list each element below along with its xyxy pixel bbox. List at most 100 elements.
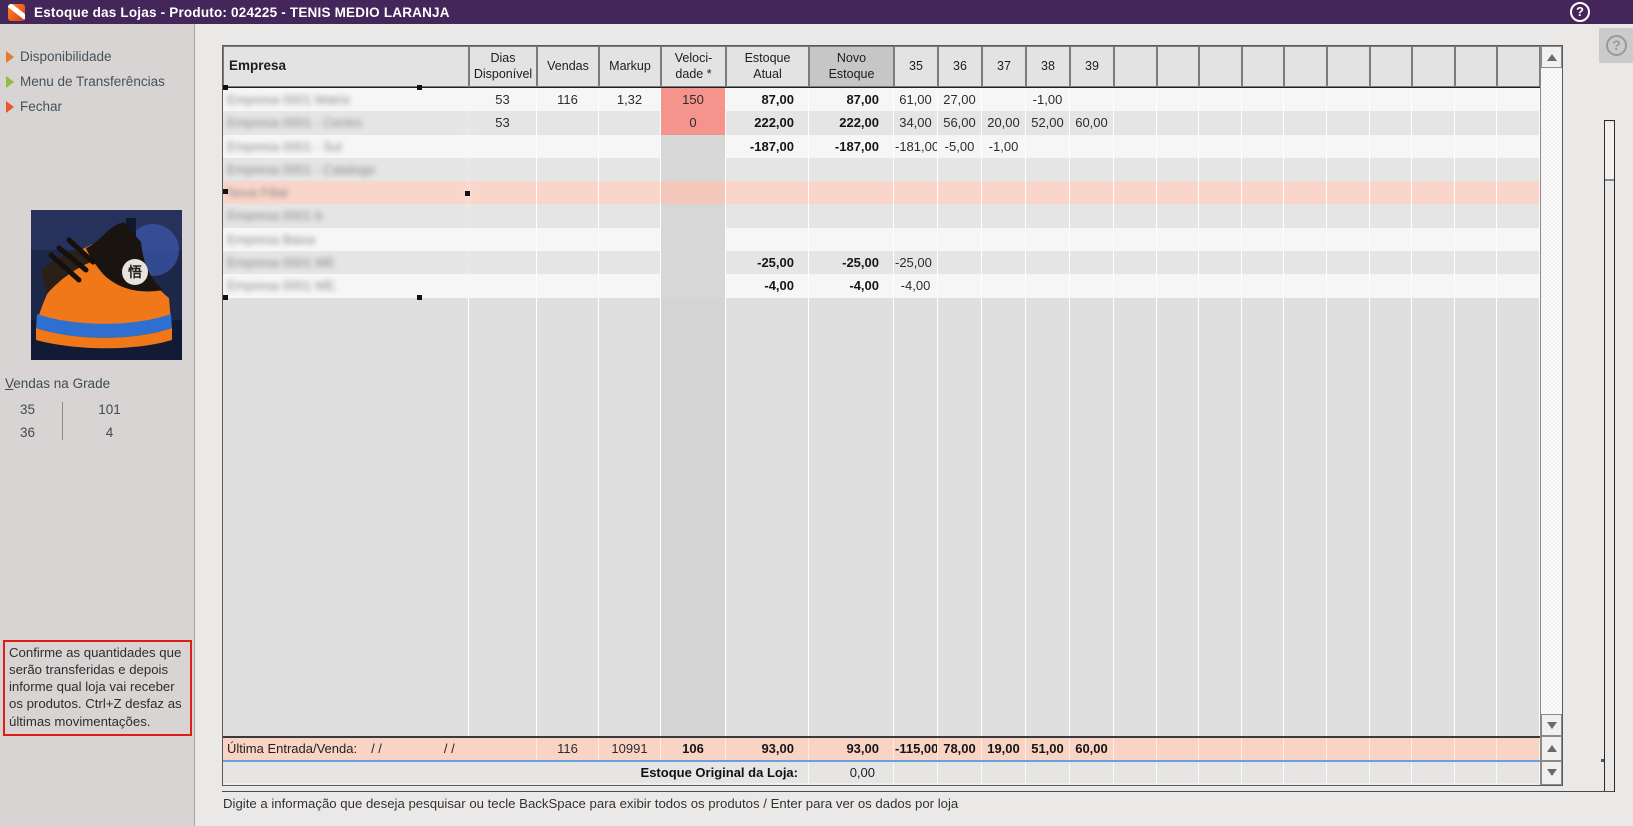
estoque-atual-cell[interactable]: -25,00 bbox=[726, 251, 809, 275]
empty-cell[interactable] bbox=[1370, 227, 1413, 252]
empty-cell[interactable] bbox=[1327, 111, 1370, 135]
size-39-cell[interactable]: 60,00 bbox=[1070, 111, 1114, 135]
size-38-cell[interactable] bbox=[1026, 251, 1070, 275]
estoque-atual-cell[interactable]: -187,00 bbox=[726, 134, 809, 158]
dias-cell[interactable] bbox=[469, 157, 537, 182]
column-header-size-36[interactable]: 36 bbox=[938, 46, 982, 87]
velocidade-cell[interactable] bbox=[661, 204, 726, 228]
sidebar-link-disponibilidade[interactable]: Disponibilidade bbox=[6, 44, 165, 69]
empty-cell[interactable] bbox=[1455, 134, 1498, 158]
empty-cell[interactable] bbox=[1157, 274, 1200, 298]
empty-cell[interactable] bbox=[1412, 111, 1455, 135]
column-header-size-38[interactable]: 38 bbox=[1026, 46, 1070, 87]
empty-cell[interactable] bbox=[1455, 181, 1498, 205]
empty-cell[interactable] bbox=[1157, 111, 1200, 135]
scroll-down-button[interactable] bbox=[1541, 714, 1562, 736]
empty-cell[interactable] bbox=[1412, 227, 1455, 252]
size-38-cell[interactable] bbox=[1026, 227, 1070, 252]
markup-cell[interactable] bbox=[599, 274, 661, 298]
empty-cell[interactable] bbox=[1284, 251, 1327, 275]
column-header-empty[interactable] bbox=[1284, 46, 1327, 87]
column-header-size-35[interactable]: 35 bbox=[894, 46, 938, 87]
column-header-empty[interactable] bbox=[1199, 46, 1242, 87]
markup-cell[interactable] bbox=[599, 181, 661, 205]
empty-cell[interactable] bbox=[1412, 88, 1455, 112]
size-36-cell[interactable] bbox=[938, 204, 982, 228]
velocidade-cell[interactable] bbox=[661, 181, 726, 205]
empty-cell[interactable] bbox=[1157, 157, 1200, 182]
empty-cell[interactable] bbox=[1199, 204, 1242, 228]
empty-cell[interactable] bbox=[1114, 181, 1157, 205]
novo-estoque-cell[interactable]: -187,00 bbox=[809, 134, 894, 158]
velocidade-cell[interactable] bbox=[661, 274, 726, 298]
empty-cell[interactable] bbox=[1199, 181, 1242, 205]
company-cell[interactable]: Empresa 0001 - Centro bbox=[223, 111, 469, 135]
scroll-up-button[interactable] bbox=[1541, 46, 1562, 68]
size-35-cell[interactable]: 34,00 bbox=[894, 111, 938, 135]
empty-cell[interactable] bbox=[1114, 157, 1157, 182]
vendas-cell[interactable] bbox=[537, 134, 599, 158]
empty-cell[interactable] bbox=[1242, 274, 1285, 298]
empty-cell[interactable] bbox=[1412, 157, 1455, 182]
vendas-cell[interactable]: 116 bbox=[537, 88, 599, 112]
velocidade-cell[interactable] bbox=[661, 157, 726, 182]
novo-estoque-cell[interactable]: 222,00 bbox=[809, 111, 894, 135]
selection-handle[interactable] bbox=[223, 189, 228, 194]
size-35-cell[interactable] bbox=[894, 157, 938, 182]
empty-cell[interactable] bbox=[1114, 274, 1157, 298]
dias-cell[interactable] bbox=[469, 274, 537, 298]
vendas-cell[interactable] bbox=[537, 111, 599, 135]
size-38-cell[interactable] bbox=[1026, 181, 1070, 205]
vendas-cell[interactable] bbox=[537, 181, 599, 205]
size-36-cell[interactable]: -5,00 bbox=[938, 134, 982, 158]
empty-cell[interactable] bbox=[1114, 134, 1157, 158]
novo-estoque-cell[interactable] bbox=[809, 204, 894, 228]
novo-estoque-cell[interactable]: 87,00 bbox=[809, 88, 894, 112]
velocidade-cell[interactable] bbox=[661, 251, 726, 275]
size-37-cell[interactable]: 20,00 bbox=[982, 111, 1026, 135]
company-cell[interactable]: Empresa 0001 - Catalogo bbox=[223, 157, 469, 182]
column-header-empty[interactable] bbox=[1497, 46, 1540, 87]
empty-cell[interactable] bbox=[1114, 251, 1157, 275]
empty-cell[interactable] bbox=[1242, 134, 1285, 158]
size-35-cell[interactable] bbox=[894, 227, 938, 252]
size-36-cell[interactable] bbox=[938, 157, 982, 182]
novo-estoque-cell[interactable] bbox=[809, 227, 894, 252]
empty-cell[interactable] bbox=[1497, 251, 1540, 275]
empty-cell[interactable] bbox=[1327, 181, 1370, 205]
size-37-cell[interactable] bbox=[982, 204, 1026, 228]
empty-cell[interactable] bbox=[1157, 204, 1200, 228]
novo-estoque-cell[interactable] bbox=[809, 157, 894, 182]
selection-handle[interactable] bbox=[223, 295, 228, 300]
empty-cell[interactable] bbox=[1497, 88, 1540, 112]
size-35-cell[interactable]: -25,00 bbox=[894, 251, 938, 275]
outer-vertical-scrollbar[interactable] bbox=[1601, 120, 1615, 792]
empty-cell[interactable] bbox=[1327, 204, 1370, 228]
empty-cell[interactable] bbox=[1370, 181, 1413, 205]
empty-cell[interactable] bbox=[1370, 88, 1413, 112]
column-header-empty[interactable] bbox=[1454, 46, 1498, 87]
empty-cell[interactable] bbox=[1242, 111, 1285, 135]
empty-cell[interactable] bbox=[1284, 204, 1327, 228]
velocidade-cell[interactable] bbox=[661, 134, 726, 158]
empty-cell[interactable] bbox=[1370, 251, 1413, 275]
column-header-vendas[interactable]: Vendas bbox=[537, 46, 599, 87]
size-37-cell[interactable]: -1,00 bbox=[982, 134, 1026, 158]
empty-cell[interactable] bbox=[1242, 181, 1285, 205]
empty-cell[interactable] bbox=[1114, 227, 1157, 252]
empty-cell[interactable] bbox=[1242, 251, 1285, 275]
empty-cell[interactable] bbox=[1412, 181, 1455, 205]
empty-cell[interactable] bbox=[1157, 88, 1200, 112]
selection-handle[interactable] bbox=[417, 295, 422, 300]
estoque-atual-cell[interactable]: 222,00 bbox=[726, 111, 809, 135]
empty-cell[interactable] bbox=[1497, 157, 1540, 182]
estoque-atual-cell[interactable] bbox=[726, 204, 809, 228]
size-39-cell[interactable] bbox=[1070, 134, 1114, 158]
markup-cell[interactable] bbox=[599, 111, 661, 135]
estoque-atual-cell[interactable]: -4,00 bbox=[726, 274, 809, 298]
empty-cell[interactable] bbox=[1242, 204, 1285, 228]
empty-cell[interactable] bbox=[1157, 181, 1200, 205]
empty-cell[interactable] bbox=[1497, 274, 1540, 298]
markup-cell[interactable]: 1,32 bbox=[599, 88, 661, 112]
empty-cell[interactable] bbox=[1497, 181, 1540, 205]
